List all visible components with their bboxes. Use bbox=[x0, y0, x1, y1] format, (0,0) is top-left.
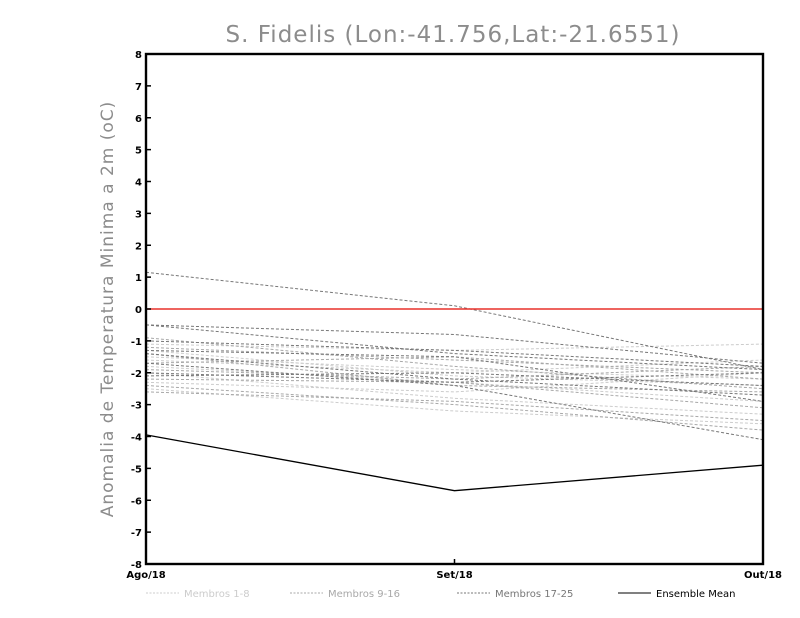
legend-label-1: Membros 1-8 bbox=[184, 589, 250, 600]
y-tick-label: -2 bbox=[131, 369, 142, 380]
series-line-2-8 bbox=[145, 391, 764, 422]
legend-label-4: Ensemble Mean bbox=[656, 589, 735, 600]
series-line-3-8 bbox=[145, 372, 764, 386]
legend: Membros 1-8 Membros 9-16 Membros 17-25 Ense… bbox=[146, 589, 735, 600]
series-line-3-4 bbox=[145, 340, 764, 367]
series-line-1-2 bbox=[145, 359, 764, 374]
series-line-1-3 bbox=[145, 372, 764, 393]
series-line-2-2 bbox=[145, 365, 764, 380]
x-tick-label: Ago/18 bbox=[126, 570, 165, 581]
series-line-2-6 bbox=[145, 356, 764, 380]
y-axis-label: Anomalia de Temperatura Minima a 2m (oC) bbox=[98, 101, 118, 518]
series-line-2-1 bbox=[145, 346, 764, 374]
y-tick-label: 4 bbox=[135, 178, 142, 189]
series-line-1-6 bbox=[145, 349, 764, 386]
y-tick-label: -6 bbox=[131, 496, 142, 507]
legend-label-3: Membros 17-25 bbox=[495, 589, 573, 600]
y-tick-label: 2 bbox=[135, 241, 142, 252]
series-line-3-1 bbox=[145, 271, 764, 371]
y-tick-label: -8 bbox=[131, 560, 142, 571]
series-line-2-3 bbox=[145, 385, 764, 431]
series-line-2-5 bbox=[145, 378, 764, 409]
ensemble-mean-line bbox=[145, 434, 764, 492]
chart-title: S. Fidelis (Lon:-41.756,Lat:-21.6551) bbox=[226, 22, 681, 48]
series-line-1-4 bbox=[145, 365, 764, 402]
y-tick-label: 1 bbox=[135, 273, 142, 284]
y-tick-label: -7 bbox=[131, 528, 142, 539]
series-line-1-5 bbox=[145, 388, 764, 425]
y-tick-label: 5 bbox=[135, 146, 142, 157]
series-line-1-7 bbox=[145, 372, 764, 415]
series-line-1-1 bbox=[145, 343, 764, 351]
series-line-2-7 bbox=[145, 337, 764, 390]
y-tick-label: 8 bbox=[135, 50, 142, 61]
x-tick-label: Set/18 bbox=[436, 570, 472, 581]
series-line-3-9 bbox=[145, 349, 764, 402]
y-tick-label: 6 bbox=[135, 114, 142, 125]
series-line-3-7 bbox=[145, 372, 764, 383]
series-line-3-3 bbox=[145, 324, 764, 371]
series-line-3-2 bbox=[145, 324, 764, 364]
y-tick-label: 7 bbox=[135, 82, 142, 93]
y-tick-label: -5 bbox=[131, 464, 142, 475]
y-tick-label: -3 bbox=[131, 401, 142, 412]
y-tick-label: -4 bbox=[131, 433, 142, 444]
y-tick-label: 0 bbox=[135, 305, 142, 316]
legend-label-2: Membros 9-16 bbox=[328, 589, 400, 600]
y-tick-label: 3 bbox=[135, 209, 142, 220]
plot-area: -8 -7 -6 -5 -4 -3 -2 -1 0 1 2 3 4 5 6 7 8 Ago/18 Set/18 Out… bbox=[126, 50, 782, 581]
y-tick-label: -1 bbox=[131, 337, 142, 348]
series-line-3-5 bbox=[145, 353, 764, 396]
x-tick-label: Out/18 bbox=[744, 570, 782, 581]
